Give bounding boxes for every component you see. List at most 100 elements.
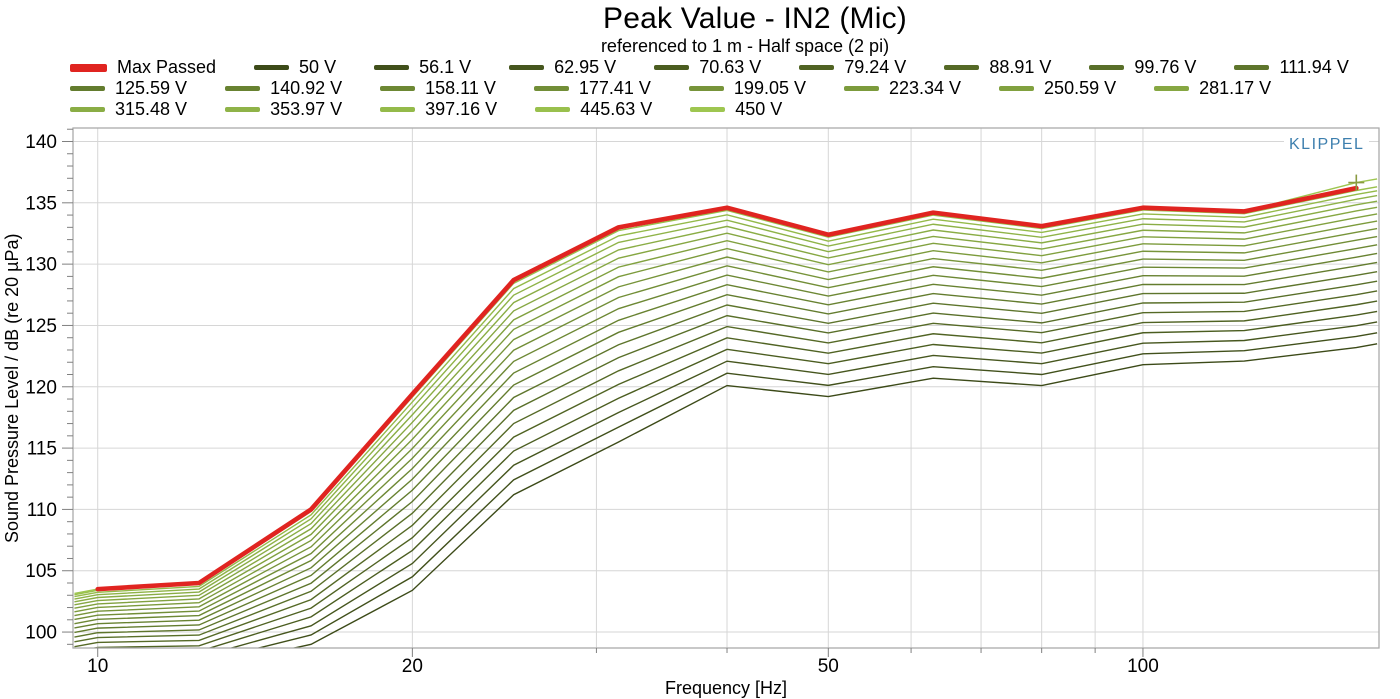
- legend-swatch: [254, 65, 290, 70]
- legend-label: 140.92 V: [270, 78, 343, 98]
- y-tick-label: 110: [27, 500, 57, 521]
- y-tick-label: 140: [25, 132, 57, 153]
- legend-swatch: [70, 107, 105, 112]
- legend-swatch: [380, 107, 416, 112]
- legend-swatch: [535, 107, 571, 112]
- voltage-curve-88.91V: [74, 290, 1378, 648]
- voltage-curve-223.34V: [74, 220, 1378, 613]
- legend-swatch: [70, 63, 107, 72]
- legend-item: 450 V: [690, 99, 782, 120]
- legend-swatch: [533, 86, 569, 91]
- legend-item: 140.92 V: [225, 78, 342, 99]
- legend-label: 397.16 V: [425, 99, 498, 119]
- y-tick-label: 105: [25, 561, 57, 582]
- y-tick-label: 135: [25, 193, 57, 214]
- legend-item: 315.48 V: [70, 99, 187, 120]
- y-tick-label: 130: [25, 255, 57, 276]
- y-tick-label: 120: [25, 377, 57, 398]
- voltage-curve-140.92V: [74, 252, 1378, 629]
- legend-label: 223.34 V: [888, 78, 962, 98]
- legend-item: 88.91 V: [944, 57, 1051, 78]
- legend-item: 445.63 V: [535, 99, 652, 120]
- x-tick-label: 100: [1127, 656, 1159, 677]
- voltage-curve-250.59V: [74, 213, 1378, 609]
- voltage-curve-125.59V: [74, 261, 1378, 634]
- voltage-curve-445.63V: [74, 186, 1378, 596]
- legend-item: 111.94 V: [1234, 57, 1349, 78]
- legend-item: 250.59 V: [999, 78, 1116, 99]
- legend-label: 445.63 V: [580, 99, 653, 119]
- legend-label: 99.76 V: [1134, 57, 1197, 77]
- chart-subtitle: referenced to 1 m - Half space (2 pi): [600, 36, 890, 56]
- curves-group: [74, 178, 1378, 648]
- voltage-curve-70.63V: [207, 310, 1378, 648]
- legend-row: 315.48 V 353.97 V 397.16 V 445.63 V 450 V: [70, 99, 1394, 120]
- legend-item: 177.41 V: [533, 78, 651, 99]
- legend-item: Max Passed: [70, 57, 216, 78]
- voltage-curve-177.41V: [74, 235, 1378, 621]
- legend-swatch: [1089, 65, 1125, 70]
- voltage-curve-199.05V: [74, 227, 1378, 617]
- legend-label: 315.48 V: [115, 99, 188, 119]
- legend-swatch: [225, 107, 261, 112]
- legend-label: 281.17 V: [1199, 78, 1272, 98]
- voltage-curve-158.11V: [74, 244, 1378, 625]
- legend-label: 70.63 V: [699, 57, 762, 77]
- y-tick-label: 125: [25, 316, 57, 337]
- klippel-watermark: KLIPPEL: [1284, 136, 1370, 154]
- legend-label: 50 V: [299, 57, 337, 77]
- max-passed-curve: [95, 185, 1359, 592]
- legend-swatch: [999, 86, 1035, 91]
- voltage-curve-397.16V: [74, 190, 1378, 598]
- legend-swatch: [654, 65, 690, 70]
- legend-row: Max Passed 50 V 56.1 V 62.95 V 70.63 V 79.24 …: [70, 57, 1394, 78]
- legend-swatch: [70, 86, 105, 91]
- legend-swatch: [799, 65, 835, 70]
- legend-item: 50 V: [254, 57, 336, 78]
- legend-swatch: [690, 107, 726, 112]
- voltage-curve-56.1V: [255, 332, 1378, 648]
- voltage-curve-281.17V: [74, 206, 1378, 606]
- legend-item: 79.24 V: [799, 57, 906, 78]
- legend-item: 62.95 V: [509, 57, 616, 78]
- x-axis-label: Frequency [Hz]: [664, 678, 788, 698]
- legend-item: 281.17 V: [1154, 78, 1271, 99]
- y-tick-label: 115: [27, 439, 57, 460]
- legend: Max Passed 50 V 56.1 V 62.95 V 70.63 V 79.24 …: [70, 57, 1394, 120]
- voltage-curve-99.76V: [74, 280, 1378, 643]
- chart-title: Peak Value - IN2 (Mic): [603, 2, 907, 35]
- legend-item: 70.63 V: [654, 57, 761, 78]
- legend-label: 111.94 V: [1279, 57, 1349, 77]
- legend-item: 353.97 V: [225, 99, 342, 120]
- legend-label: 158.11 V: [425, 78, 496, 98]
- x-tick-label: 10: [87, 656, 108, 677]
- legend-swatch: [380, 86, 416, 91]
- legend-label: 88.91 V: [989, 57, 1052, 77]
- legend-swatch: [688, 86, 724, 91]
- legend-item: 199.05 V: [688, 78, 806, 99]
- legend-swatch: [225, 86, 261, 91]
- plot-frame: [72, 127, 1380, 649]
- legend-label: 250.59 V: [1044, 78, 1117, 98]
- legend-item: 397.16 V: [380, 99, 497, 120]
- legend-item: 56.1 V: [374, 57, 471, 78]
- legend-label: 56.1 V: [419, 57, 472, 77]
- legend-swatch: [509, 65, 545, 70]
- legend-label: 450 V: [735, 99, 783, 119]
- x-tick-label: 20: [402, 656, 423, 677]
- legend-swatch: [1234, 65, 1270, 70]
- legend-item: 99.76 V: [1089, 57, 1196, 78]
- legend-swatch: [944, 65, 980, 70]
- legend-swatch: [843, 86, 879, 91]
- legend-label: Max Passed: [117, 57, 217, 77]
- y-axis-label: Sound Pressure Level / dB (re 20 µPa): [2, 233, 22, 543]
- legend-label: 62.95 V: [554, 57, 617, 77]
- x-tick-label: 50: [818, 656, 839, 677]
- legend-swatch: [1154, 86, 1190, 91]
- legend-label: 353.97 V: [270, 99, 343, 119]
- voltage-curve-79.24V: [90, 300, 1378, 648]
- voltage-curve-353.97V: [74, 194, 1378, 600]
- legend-label: 79.24 V: [844, 57, 907, 77]
